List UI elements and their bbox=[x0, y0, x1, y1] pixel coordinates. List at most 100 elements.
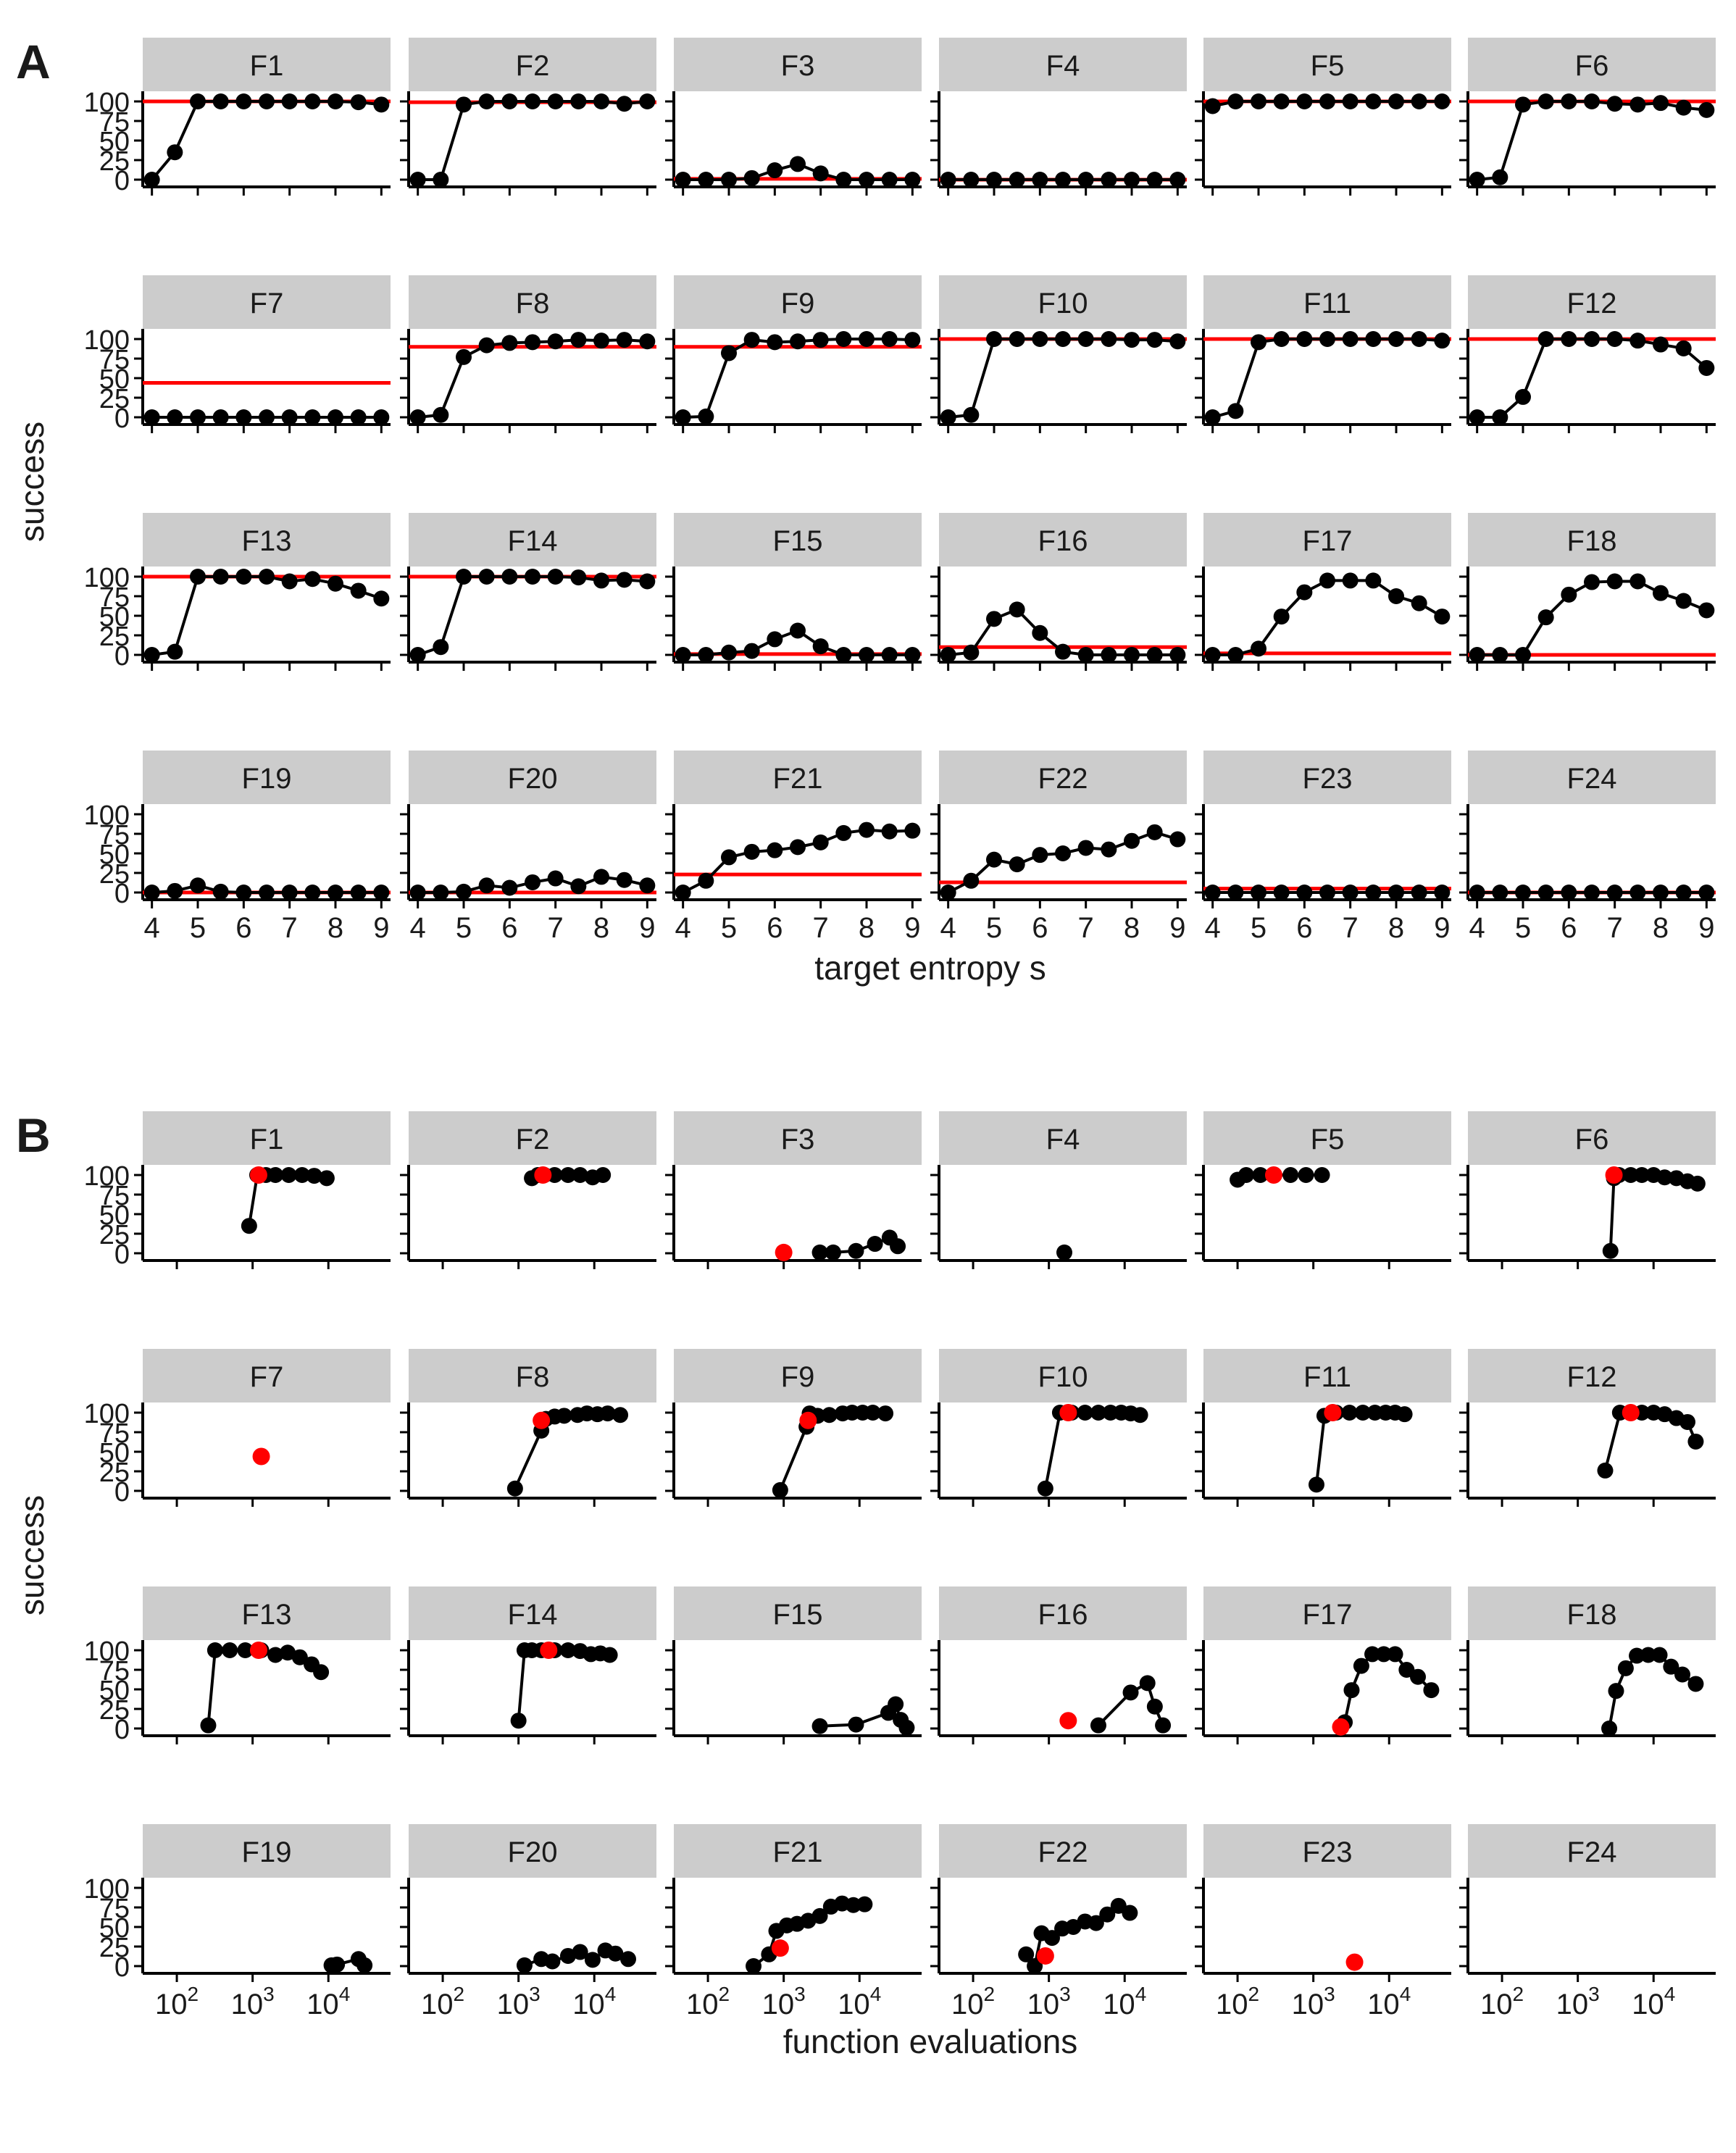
data-point bbox=[1469, 647, 1485, 663]
data-point bbox=[281, 409, 298, 425]
y-tick-label: 75 bbox=[99, 820, 130, 850]
y-tick-label: 100 bbox=[84, 1874, 130, 1905]
data-point bbox=[304, 93, 321, 109]
data-point bbox=[1056, 1244, 1072, 1261]
x-tick-label: 102 bbox=[1216, 1983, 1259, 2020]
facet-f6: F6 bbox=[1459, 38, 1716, 196]
data-point bbox=[373, 590, 390, 607]
facet-title: F8 bbox=[516, 1361, 550, 1393]
data-point bbox=[1282, 1167, 1299, 1183]
facet-strip bbox=[143, 513, 391, 567]
data-point bbox=[1298, 1167, 1314, 1183]
facet-strip bbox=[939, 275, 1187, 329]
data-point bbox=[767, 162, 783, 179]
series-line bbox=[1314, 1411, 1405, 1485]
data-point bbox=[1651, 1647, 1668, 1663]
x-tick-exponent: 4 bbox=[1135, 1983, 1147, 2005]
facet-title: F16 bbox=[1038, 1599, 1088, 1631]
data-point bbox=[859, 647, 875, 663]
data-point bbox=[812, 332, 829, 348]
x-tick-label: 6 bbox=[1561, 912, 1577, 944]
data-point bbox=[1009, 856, 1025, 873]
y-axis-title: success bbox=[13, 422, 51, 542]
data-point bbox=[1204, 98, 1221, 114]
facet-f14: F14 bbox=[400, 513, 656, 671]
data-point bbox=[767, 842, 783, 858]
facet-f4: F4 bbox=[930, 1111, 1187, 1269]
y-tick-label: 50 bbox=[99, 1438, 130, 1468]
reference-point bbox=[249, 1166, 267, 1184]
data-point bbox=[1388, 588, 1404, 604]
data-point bbox=[167, 882, 183, 899]
facet-strip bbox=[409, 38, 656, 91]
data-point bbox=[593, 93, 609, 109]
x-tick-label: 8 bbox=[593, 912, 609, 944]
data-point bbox=[206, 1642, 223, 1658]
x-tick-label: 9 bbox=[904, 912, 920, 944]
y-tick-label: 50 bbox=[99, 602, 130, 632]
facet-title: F1 bbox=[250, 50, 284, 82]
facet-strip bbox=[674, 38, 922, 91]
data-point bbox=[501, 93, 518, 109]
data-point bbox=[356, 1957, 373, 1973]
data-point bbox=[350, 409, 367, 425]
facet-f16: F16 bbox=[930, 1586, 1187, 1744]
data-point bbox=[898, 1719, 915, 1736]
data-point bbox=[675, 885, 691, 900]
data-point bbox=[1515, 885, 1531, 900]
data-point bbox=[1204, 409, 1221, 425]
data-point bbox=[1146, 647, 1163, 663]
y-tick-label: 100 bbox=[84, 88, 130, 118]
data-point bbox=[904, 647, 921, 663]
data-point bbox=[1584, 885, 1600, 900]
x-tick-label: 102 bbox=[686, 1983, 730, 2020]
data-point bbox=[478, 337, 495, 354]
x-tick-label: 104 bbox=[1367, 1983, 1411, 2020]
series-line bbox=[417, 100, 648, 181]
data-point bbox=[212, 883, 229, 900]
series-line bbox=[417, 338, 648, 419]
x-tick-label: 5 bbox=[190, 912, 206, 944]
facet-strip bbox=[409, 1586, 656, 1640]
data-point bbox=[516, 1957, 533, 1973]
facet-title: F10 bbox=[1038, 1361, 1088, 1393]
data-point bbox=[812, 834, 829, 850]
data-point bbox=[547, 333, 564, 350]
facet-title: F6 bbox=[1575, 1124, 1609, 1155]
facet-title: F17 bbox=[1303, 1599, 1353, 1631]
data-point bbox=[1122, 1905, 1138, 1921]
data-point bbox=[1314, 1167, 1330, 1183]
data-point bbox=[595, 1167, 612, 1183]
x-tick-label: 4 bbox=[144, 912, 160, 944]
data-point bbox=[1077, 172, 1094, 188]
data-point bbox=[1273, 93, 1290, 109]
x-tick-label: 102 bbox=[951, 1983, 995, 2020]
data-point bbox=[293, 1167, 310, 1183]
data-point bbox=[767, 631, 783, 648]
x-tick-label: 8 bbox=[859, 912, 875, 944]
y-tick-label: 100 bbox=[84, 1636, 130, 1667]
data-point bbox=[772, 1481, 788, 1498]
data-point bbox=[167, 409, 183, 425]
data-point bbox=[1606, 331, 1623, 347]
x-tick-label: 8 bbox=[327, 912, 343, 944]
x-tick-label: 102 bbox=[155, 1983, 199, 2020]
data-point bbox=[373, 409, 390, 425]
x-tick-label: 9 bbox=[1698, 912, 1714, 944]
data-point bbox=[433, 406, 449, 423]
data-point bbox=[721, 172, 737, 188]
data-point bbox=[859, 822, 875, 838]
x-tick-exponent: 4 bbox=[870, 1983, 882, 2005]
data-point bbox=[811, 1244, 828, 1261]
data-point bbox=[904, 172, 921, 188]
data-point bbox=[1296, 885, 1313, 900]
data-point bbox=[1169, 333, 1186, 350]
data-point bbox=[525, 874, 541, 890]
facet-f15: F15 bbox=[665, 1586, 922, 1744]
facet-title: F13 bbox=[242, 525, 292, 557]
data-point bbox=[572, 1944, 588, 1960]
data-point bbox=[559, 1167, 576, 1183]
